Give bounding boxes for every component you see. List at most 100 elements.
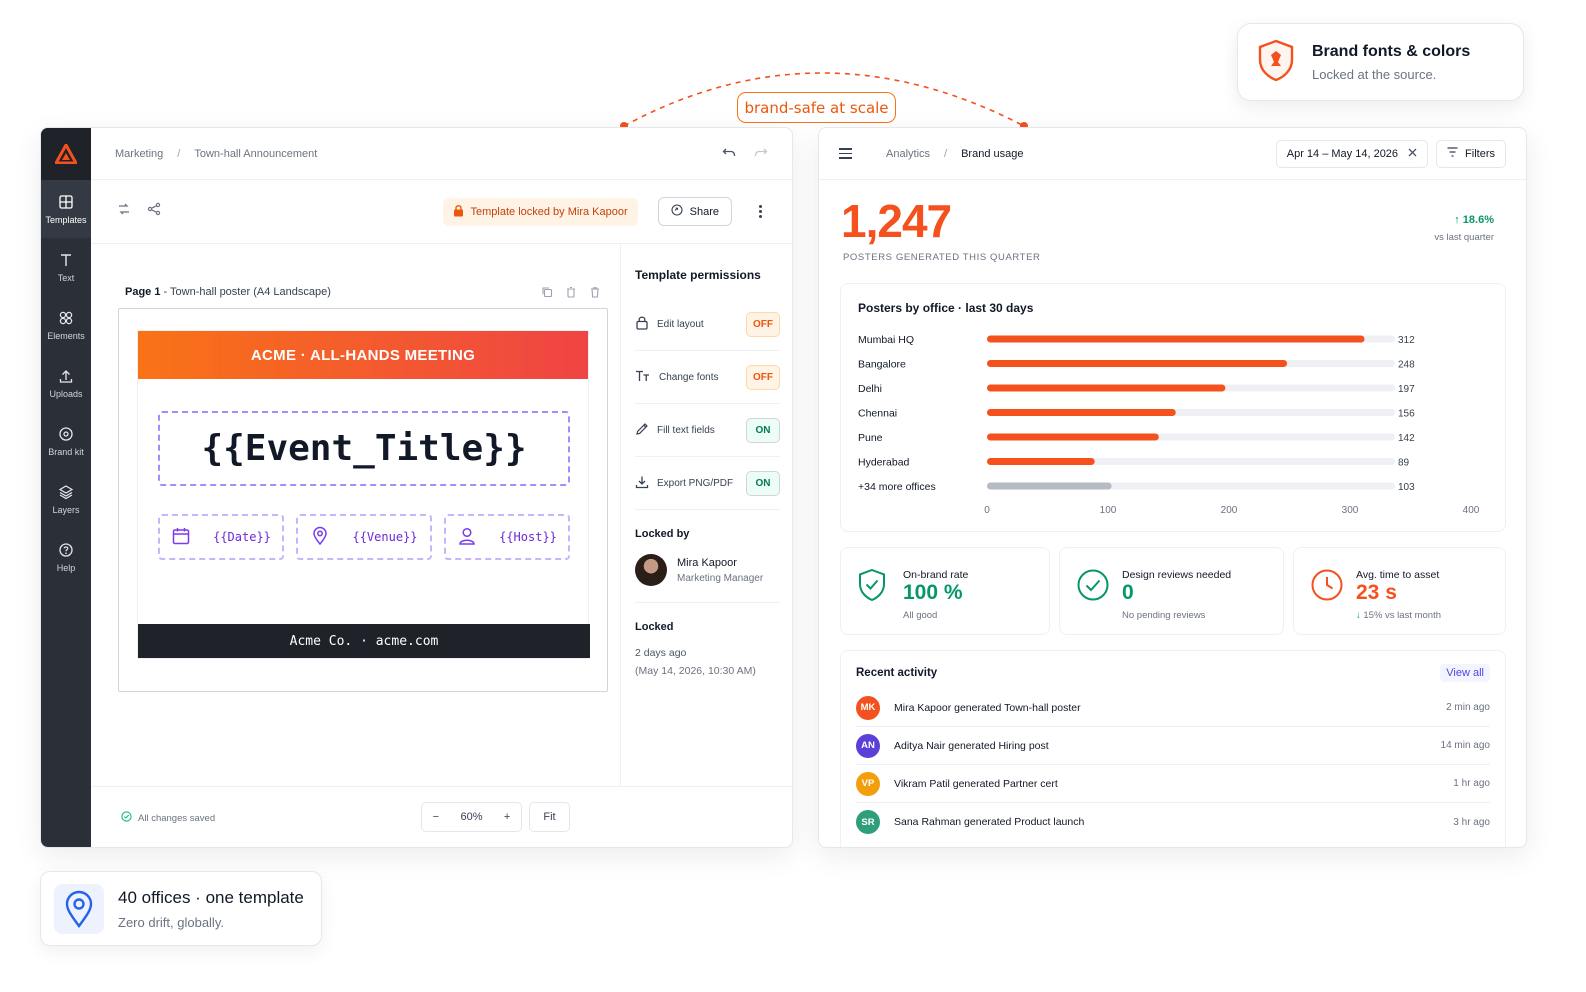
breadcrumb-marketing[interactable]: Marketing xyxy=(115,147,164,160)
activity-row[interactable]: MK Mira Kapoor generated Town-hall poste… xyxy=(856,689,1490,727)
sidebar-item-label: Elements xyxy=(47,330,85,341)
bar-2 xyxy=(987,384,1226,392)
bar-category-label: Bangalore xyxy=(858,359,906,371)
poster-footer[interactable]: Acme Co. · acme.com xyxy=(138,624,590,658)
activity-title: Recent activity xyxy=(856,667,938,679)
app-logo[interactable] xyxy=(41,128,91,180)
close-icon[interactable] xyxy=(1408,148,1417,160)
shield-check-icon xyxy=(857,568,887,607)
location-pin-icon xyxy=(310,526,330,549)
save-status: All changes saved xyxy=(121,811,215,825)
date-field[interactable]: {{Date}} xyxy=(158,514,284,560)
locked-by-user: Mira Kapoor Marketing Manager xyxy=(635,554,780,603)
zoom-control: − 60% + xyxy=(421,802,522,832)
share-button[interactable]: Share xyxy=(657,197,732,226)
pencil-icon xyxy=(635,422,649,439)
activity-row[interactable]: AN Aditya Nair generated Hiring post 14 … xyxy=(856,727,1490,765)
redo-icon[interactable] xyxy=(754,145,768,162)
shield-icon xyxy=(1256,38,1296,87)
locked-date: (May 14, 2026, 10:30 AM) xyxy=(635,665,756,677)
page-actions xyxy=(541,285,601,303)
venue-field[interactable]: {{Venue}} xyxy=(296,514,432,560)
fit-button[interactable]: Fit xyxy=(529,802,570,832)
avatar: SR xyxy=(856,810,880,834)
permission-change-fonts: Change fonts OFF xyxy=(635,351,780,404)
event-title-field[interactable]: {{Event_Title}} xyxy=(158,411,570,486)
poster-header[interactable]: ACME · ALL-HANDS MEETING xyxy=(138,331,588,379)
sidebar-item-layers[interactable]: Layers xyxy=(41,470,91,528)
map-pin-icon xyxy=(54,883,104,934)
sidebar-item-elements[interactable]: Elements xyxy=(41,296,91,354)
activity-row[interactable]: VP Vikram Patil generated Partner cert 1… xyxy=(856,765,1490,803)
kpi-value: 1,247 xyxy=(841,195,952,247)
brand-callout-title: Brand fonts & colors xyxy=(1312,42,1471,60)
kpi-delta-value: 18.6% xyxy=(1462,214,1494,226)
sidebar-item-uploads[interactable]: Uploads xyxy=(41,354,91,412)
poster[interactable]: ACME · ALL-HANDS MEETING {{Event_Title}}… xyxy=(137,330,590,659)
check-circle-icon xyxy=(121,811,132,825)
stat-on-brand-rate: On-brand rate 100 % All good xyxy=(840,547,1050,635)
menu-icon[interactable] xyxy=(839,148,852,159)
grid-icon xyxy=(59,194,73,209)
stat-label: On-brand rate xyxy=(903,569,969,581)
activity-text: Vikram Patil generated Partner cert xyxy=(894,777,1058,790)
swap-icon[interactable] xyxy=(117,202,131,221)
bar-category-label: Chennai xyxy=(858,408,897,420)
permission-label: Change fonts xyxy=(659,371,719,383)
hide-page-icon[interactable] xyxy=(565,285,577,303)
host-field[interactable]: {{Host}} xyxy=(444,514,570,560)
bar-category-label: +34 more offices xyxy=(858,481,936,493)
sidebar-item-label: Help xyxy=(56,562,76,573)
user-name: Mira Kapoor xyxy=(677,556,737,569)
delete-page-icon[interactable] xyxy=(589,285,601,303)
upload-icon xyxy=(59,369,73,383)
permission-label: Fill text fields xyxy=(657,424,715,436)
share-icon xyxy=(671,204,683,219)
sidebar-item-brand-kit[interactable]: Brand kit xyxy=(41,412,91,470)
chart-title: Posters by office · last 30 days xyxy=(858,301,1034,315)
sidebar-item-text[interactable]: Text xyxy=(41,238,91,296)
bar-value-label: 197 xyxy=(1398,384,1415,395)
stat-avg-time: Avg. time to asset 23 s ↓ 15% vs last mo… xyxy=(1293,547,1506,635)
export-toggle[interactable]: ON xyxy=(746,470,780,496)
zoom-in-button[interactable]: + xyxy=(503,811,511,823)
venue-placeholder: {{Venue}} xyxy=(352,530,418,544)
bar-category-label: Mumbai HQ xyxy=(858,334,914,346)
sidebar-item-label: Text xyxy=(57,272,75,283)
x-tick-label: 100 xyxy=(1100,505,1117,516)
kpi-caption: POSTERS GENERATED THIS QUARTER xyxy=(843,252,1041,263)
arrow-down-icon: ↓ xyxy=(1356,610,1361,621)
filters-button[interactable]: Filters xyxy=(1436,139,1506,168)
download-icon xyxy=(635,475,649,492)
change-fonts-toggle[interactable]: OFF xyxy=(746,364,780,390)
date-range-picker[interactable]: Apr 14 – May 14, 2026 xyxy=(1275,139,1429,168)
palette-icon xyxy=(59,426,73,441)
page-label: Page 1 - Town-hall poster (A4 Landscape) xyxy=(125,286,331,298)
sidebar-item-help[interactable]: Help xyxy=(41,528,91,586)
stat-value: 23 s xyxy=(1356,581,1397,604)
duplicate-page-icon[interactable] xyxy=(541,285,553,303)
breadcrumb-brand-usage[interactable]: Brand usage xyxy=(961,147,1024,160)
brand-callout-subtitle: Locked at the source. xyxy=(1312,66,1437,82)
avatar: AN xyxy=(856,733,880,758)
edit-layout-toggle[interactable]: OFF xyxy=(746,311,780,337)
breadcrumb-town-hall[interactable]: Town-hall Announcement xyxy=(194,147,318,160)
fill-text-toggle[interactable]: ON xyxy=(746,417,780,443)
more-options-icon[interactable] xyxy=(754,205,766,218)
activity-time: 3 hr ago xyxy=(1453,816,1490,828)
zoom-out-button[interactable]: − xyxy=(432,811,440,823)
avatar: VP xyxy=(856,771,880,796)
undo-icon[interactable] xyxy=(722,145,736,162)
breadcrumb-analytics[interactable]: Analytics xyxy=(886,147,931,160)
user-icon xyxy=(457,526,477,549)
activity-time: 1 hr ago xyxy=(1453,778,1490,789)
permission-label: Export PNG/PDF xyxy=(657,477,734,489)
lock-notice-text: Template locked by Mira Kapoor xyxy=(470,205,628,218)
sidebar-item-templates[interactable]: Templates xyxy=(41,180,91,238)
permissions-title: Template permissions xyxy=(635,268,761,282)
share-nodes-icon[interactable] xyxy=(147,202,161,221)
user-role: Marketing Manager xyxy=(677,572,764,584)
view-all-link[interactable]: View all xyxy=(1440,664,1490,682)
editor-window: Templates Text Elements Uploads Brand ki… xyxy=(40,127,793,848)
activity-row[interactable]: SR Sana Rahman generated Product launch … xyxy=(856,803,1490,841)
